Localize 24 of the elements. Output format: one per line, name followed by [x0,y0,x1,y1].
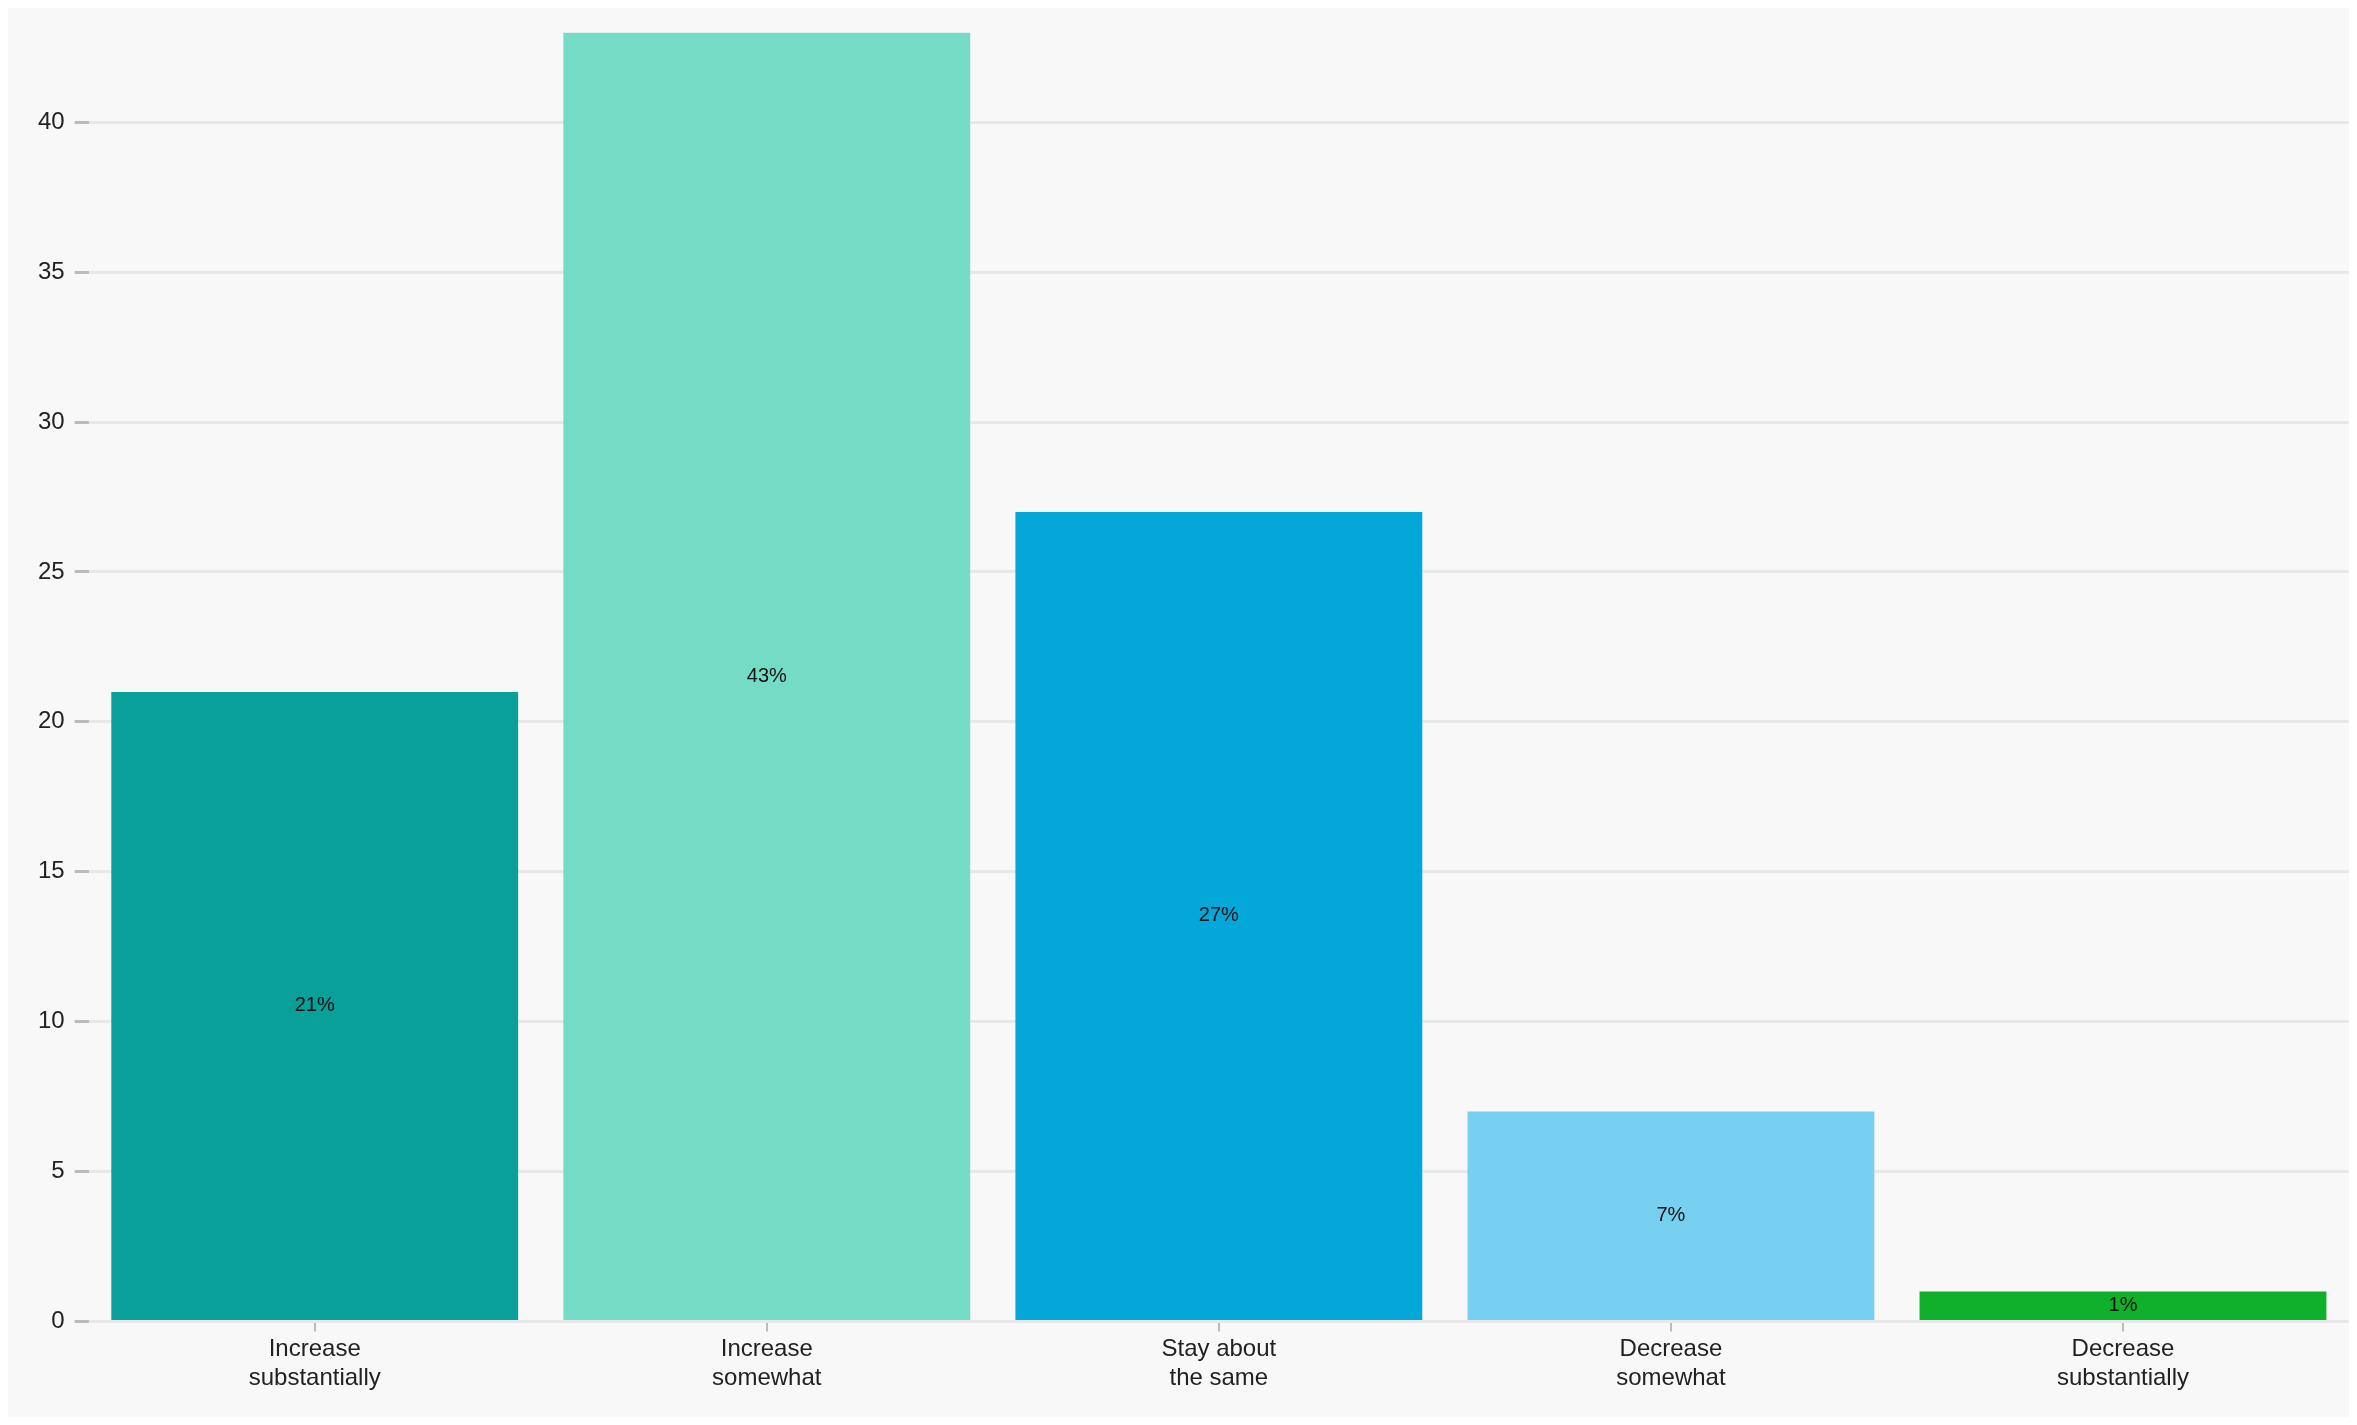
y-tick-label: 25 [37,556,65,584]
y-tick-label: 15 [37,856,65,884]
bar [111,691,519,1320]
bar [1015,512,1423,1320]
y-tick-label: 30 [37,406,65,434]
y-tick-label: 10 [37,1006,65,1034]
data-label: 43% [746,663,788,686]
x-tick-label: Increase substantially [248,1334,381,1391]
x-tick-label: Decrease somewhat [1616,1334,1726,1391]
y-tick-label: 35 [37,256,65,284]
data-label: 21% [294,993,335,1016]
x-tick-label: Decrease substantially [2056,1334,2190,1391]
data-label: 1% [2108,1293,2138,1316]
data-label: 27% [1198,903,1240,926]
bar [563,32,971,1320]
y-tick-label: 20 [37,706,65,734]
y-tick-label: 40 [37,106,65,134]
bar [1467,1111,1875,1320]
bar [1919,1291,2327,1320]
y-tick-label: 0 [51,1306,65,1334]
y-tick-label: 5 [51,1156,65,1184]
x-tick-label: Stay about the same [1161,1334,1277,1391]
data-label: 7% [1656,1203,1686,1226]
x-tick-label: Increase somewhat [712,1334,822,1391]
